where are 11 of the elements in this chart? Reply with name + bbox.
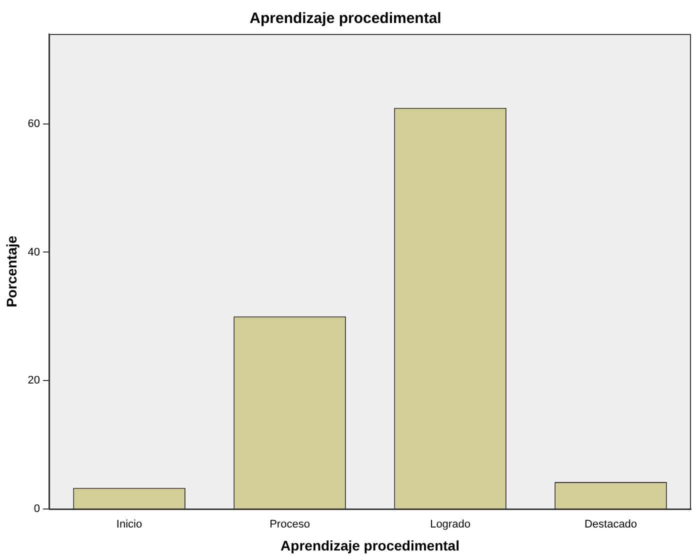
y-tick-label: 60	[28, 118, 40, 130]
y-tick-label: 0	[34, 503, 40, 516]
x-tick-label: Logrado	[430, 518, 470, 531]
y-tick-label: 40	[28, 246, 40, 258]
x-tick-label: Inicio	[116, 518, 142, 531]
y-tick-label: 20	[28, 374, 40, 387]
x-tick-label: Proceso	[270, 518, 310, 531]
y-axis-title: Porcentaje	[3, 235, 20, 308]
x-tick-label: Destacado	[584, 518, 638, 531]
chart-title: Aprendizaje procedimental	[250, 10, 442, 28]
x-axis-title: Aprendizaje procedimental	[280, 537, 460, 554]
